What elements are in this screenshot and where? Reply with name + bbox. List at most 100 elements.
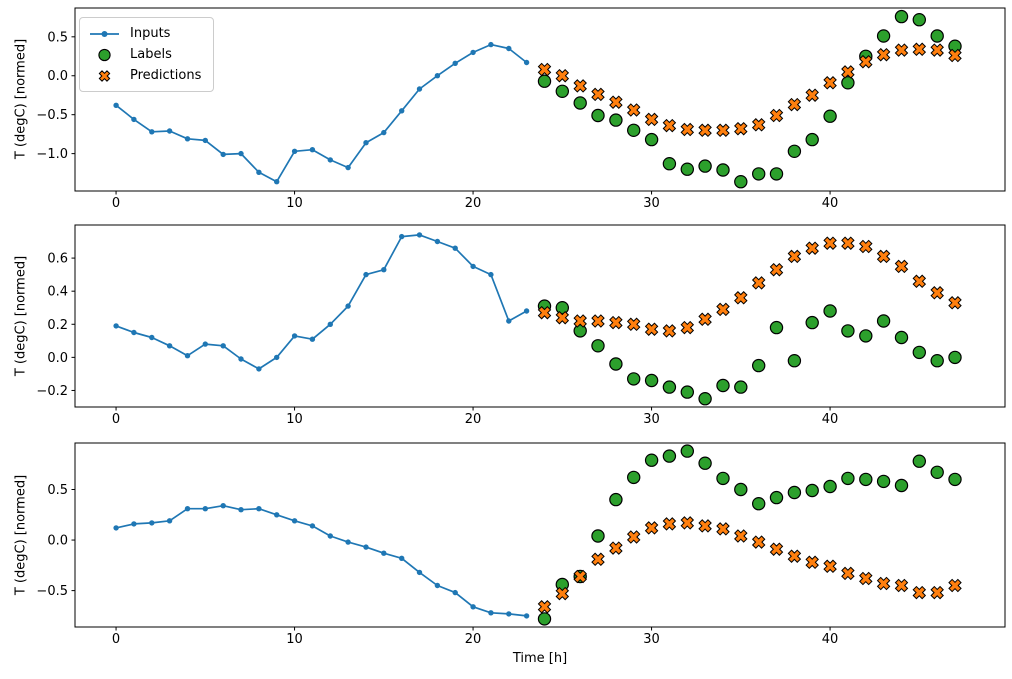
labels-point-marker (591, 108, 605, 123)
labels-point-marker (841, 324, 855, 338)
legend-item-predictions: Predictions (88, 65, 201, 86)
predictions-point-marker (644, 521, 659, 535)
predictions-point-marker (912, 585, 927, 600)
x-tick-label: 20 (465, 412, 482, 427)
x-tick-label: 0 (112, 632, 120, 647)
inputs-point-marker (309, 147, 316, 153)
labels-point-marker (537, 612, 552, 626)
inputs-point-marker (488, 271, 494, 278)
labels-point-marker (698, 392, 712, 406)
x-tick-label: 30 (643, 196, 660, 211)
predictions-point-marker (555, 586, 570, 601)
legend-label-inputs: Inputs (130, 26, 171, 41)
inputs-point-marker (452, 589, 458, 596)
inputs-point-marker (506, 45, 512, 52)
labels-point-marker (591, 529, 605, 543)
labels-point-marker (752, 167, 766, 181)
y-tick-label: 0.0 (47, 534, 68, 549)
x-tick-label: 20 (465, 632, 482, 647)
inputs-point-marker (523, 308, 530, 314)
labels-point-marker (555, 301, 570, 315)
y-axis-label-panel3: T (degC) [normed] (13, 474, 29, 596)
inputs-point-marker (416, 86, 423, 92)
labels-point-marker (627, 123, 641, 138)
labels-point-marker (859, 329, 873, 343)
inputs-point-marker (416, 232, 423, 238)
inputs-point-marker (345, 164, 351, 171)
inputs-point-marker (506, 611, 512, 617)
predictions-point-marker (662, 118, 677, 133)
inputs-point-marker (238, 356, 244, 362)
labels-point-marker (609, 357, 623, 371)
labels-point-marker (698, 456, 712, 470)
inputs-point-marker (381, 267, 387, 273)
inputs-point-marker (256, 506, 262, 512)
labels-point-marker (644, 132, 659, 147)
labels-point-marker (734, 174, 748, 189)
predictions-point-marker (948, 578, 962, 593)
inputs-point-marker (149, 129, 155, 135)
predictions-point-marker (734, 291, 748, 305)
labels-point-marker (876, 474, 891, 489)
x-tick-label: 40 (822, 196, 839, 211)
inputs-point-marker (256, 169, 262, 175)
labels-point-marker (876, 29, 891, 43)
y-tick-label: −1.0 (36, 147, 68, 162)
inputs-point-marker (452, 60, 458, 66)
legend: Inputs Labels Predictions (79, 17, 215, 92)
predictions-point-marker (591, 552, 605, 567)
inputs-line-marker-icon (90, 30, 119, 37)
predictions-point-marker (787, 97, 802, 112)
y-axis-label-panel2: T (degC) [normed] (13, 255, 29, 377)
x-tick-label: 30 (643, 632, 660, 647)
labels-point-marker (894, 478, 909, 493)
inputs-point-marker (131, 116, 137, 123)
panel-1: 0 10 20 30 40 0.5 0.0 −0.5 −1.0 (36, 7, 1006, 211)
predictions-point-marker (769, 108, 784, 123)
x-tick-label: 30 (643, 412, 660, 427)
plot-border (74, 224, 1006, 408)
x-tick-label: 20 (465, 196, 482, 211)
predictions-point-marker (787, 549, 802, 563)
labels-point-marker (805, 483, 819, 498)
x-axis-label: Time [h] (512, 651, 568, 666)
x-tick-label: 10 (286, 412, 303, 427)
predictions-point-marker (823, 559, 837, 574)
labels-point-marker (644, 373, 659, 388)
labels-point-marker (716, 163, 730, 177)
inputs-point-marker (291, 333, 298, 339)
labels-point-marker (662, 449, 677, 463)
panel-3: 0 10 20 30 40 0.5 0.0 −0.5 (36, 442, 1006, 647)
predictions-x-marker-icon (98, 69, 111, 82)
labels-point-marker (787, 354, 802, 368)
inputs-point-marker (166, 518, 173, 524)
inputs-point-marker (399, 233, 405, 240)
inputs-point-marker (434, 582, 441, 589)
inputs-point-marker (381, 129, 387, 136)
predictions-point-marker (894, 259, 909, 274)
predictions-point-marker (948, 48, 962, 63)
labels-point-marker (680, 162, 695, 176)
legend-label-labels: Labels (130, 47, 172, 62)
predictions-point-marker (841, 236, 855, 250)
y-tick-label: 0.2 (47, 318, 68, 333)
predictions-point-marker (680, 320, 695, 335)
predictions-point-marker (662, 517, 677, 531)
predictions-point-marker (841, 566, 855, 581)
labels-point-marker (948, 472, 962, 487)
inputs-point-marker (131, 521, 137, 527)
y-tick-label: −0.5 (36, 108, 68, 123)
labels-point-marker (894, 330, 909, 345)
y-tick-label: −0.5 (36, 584, 68, 599)
inputs-point-marker (345, 539, 351, 545)
predictions-point-marker (805, 241, 819, 255)
legend-item-inputs: Inputs (88, 23, 201, 44)
inputs-point-marker (220, 343, 226, 349)
inputs-point-marker (274, 354, 280, 361)
panel-2: 0 10 20 30 40 0.6 0.4 0.2 0.0 −0.2 (36, 224, 1006, 427)
inputs-point-marker (220, 151, 226, 158)
predictions-point-marker (609, 315, 623, 330)
predictions-point-marker (698, 519, 712, 533)
y-tick-label: −0.2 (36, 384, 68, 399)
inputs-point-marker (184, 353, 191, 359)
